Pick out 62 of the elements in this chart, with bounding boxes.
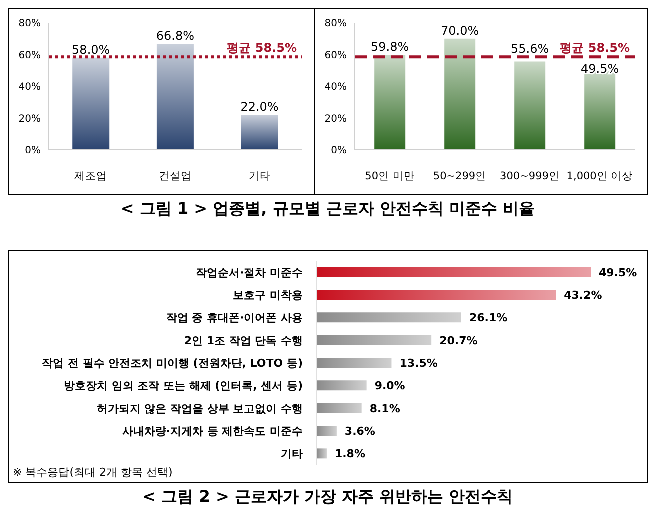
y-tick-label: 기타 <box>281 448 303 461</box>
bar <box>317 403 362 414</box>
y-tick-label: 80% <box>18 18 41 30</box>
bar <box>317 290 556 300</box>
y-tick-label: 작업 중 휴대폰·이어폰 사용 <box>166 312 303 325</box>
data-label: 66.8% <box>156 28 195 43</box>
x-tick-label: 기타 <box>248 170 271 182</box>
bar <box>317 358 392 368</box>
data-label: 1.8% <box>334 448 366 461</box>
data-label: 8.1% <box>370 402 400 416</box>
bar <box>317 448 327 459</box>
data-label: 9.0% <box>374 380 406 393</box>
y-tick-label: 2인 1조 작업 단독 수행 <box>184 334 303 348</box>
y-tick-label: 허가되지 않은 작업을 상부 보고없이 수행 <box>96 402 303 416</box>
y-tick-label: 작업순서·절차 미준수 <box>196 266 303 280</box>
x-tick-label: 건설업 <box>159 170 192 182</box>
text: < 그림 2 > 근로자가 가장 자주 위반하는 안전수칙 <box>142 487 514 508</box>
y-tick-label: 40% <box>324 82 347 94</box>
data-label: 13.5% <box>400 356 438 370</box>
data-label: 55.6% <box>511 42 550 56</box>
ref-line-label: 평균 58.5% <box>560 41 630 56</box>
x-tick-label: 50~299인 <box>433 170 487 182</box>
bar <box>156 44 194 150</box>
bar <box>72 58 110 150</box>
data-label: 58.0% <box>72 42 110 57</box>
y-tick-label: 0% <box>25 146 41 157</box>
text: < 그림 1 > 업종별, 규모별 근로자 안전수칙 미준수 비율 <box>120 199 536 220</box>
data-label: 43.2% <box>564 288 602 302</box>
data-label: 26.1% <box>469 312 508 325</box>
bar <box>317 267 591 278</box>
y-tick-label: 방호장치 임의 조작 또는 해제 (인터록, 센서 등) <box>64 380 303 393</box>
y-tick-label: 80% <box>324 18 347 30</box>
data-label: 70.0% <box>441 24 480 38</box>
y-tick-label: 20% <box>18 114 41 125</box>
ref-line-label: 평균 58.5% <box>227 41 297 56</box>
bar <box>317 312 462 323</box>
text: ※ 복수응답(최대 2개 항목 선택) <box>13 465 174 480</box>
x-tick-label: 제조업 <box>74 170 108 182</box>
data-label: 20.7% <box>440 334 478 348</box>
data-label: 49.5% <box>599 266 638 280</box>
y-tick-label: 40% <box>18 82 41 94</box>
x-tick-label: 50인 미만 <box>365 170 415 182</box>
bar <box>514 62 546 150</box>
bar <box>444 38 476 150</box>
data-label: 22.0% <box>240 100 279 114</box>
y-tick-label: 작업 전 필수 안전조치 미이행 (전원차단, LOTO 등) <box>42 357 303 370</box>
y-tick-label: 0% <box>331 146 347 157</box>
data-label: 3.6% <box>344 424 376 438</box>
data-label: 59.8% <box>371 40 410 54</box>
bar <box>374 55 406 150</box>
bar <box>317 380 367 391</box>
x-tick-label: 300~999인 <box>500 170 560 182</box>
bar <box>241 115 278 150</box>
bar <box>317 335 432 346</box>
y-tick-label: 60% <box>18 50 41 62</box>
bar <box>317 426 337 436</box>
x-tick-label: 1,000인 이상 <box>566 170 634 182</box>
y-tick-label: 60% <box>324 50 347 62</box>
y-tick-label: 보호구 미착용 <box>233 289 303 302</box>
y-tick-label: 20% <box>324 114 347 125</box>
data-label: 49.5% <box>581 62 620 76</box>
y-tick-label: 사내차량·지게차 등 제한속도 미준수 <box>122 425 303 438</box>
